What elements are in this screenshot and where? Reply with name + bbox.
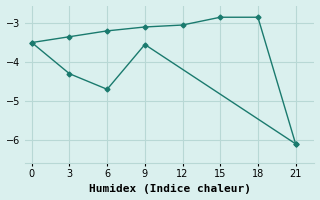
X-axis label: Humidex (Indice chaleur): Humidex (Indice chaleur) [89,184,251,194]
